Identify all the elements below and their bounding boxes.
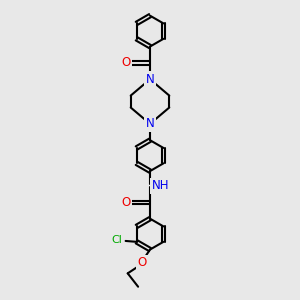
Text: O: O (121, 196, 130, 209)
Text: O: O (121, 56, 130, 69)
Text: Cl: Cl (112, 236, 123, 245)
Text: O: O (137, 256, 146, 269)
Text: NH: NH (152, 179, 169, 193)
Text: N: N (146, 73, 154, 86)
Text: N: N (146, 117, 154, 130)
